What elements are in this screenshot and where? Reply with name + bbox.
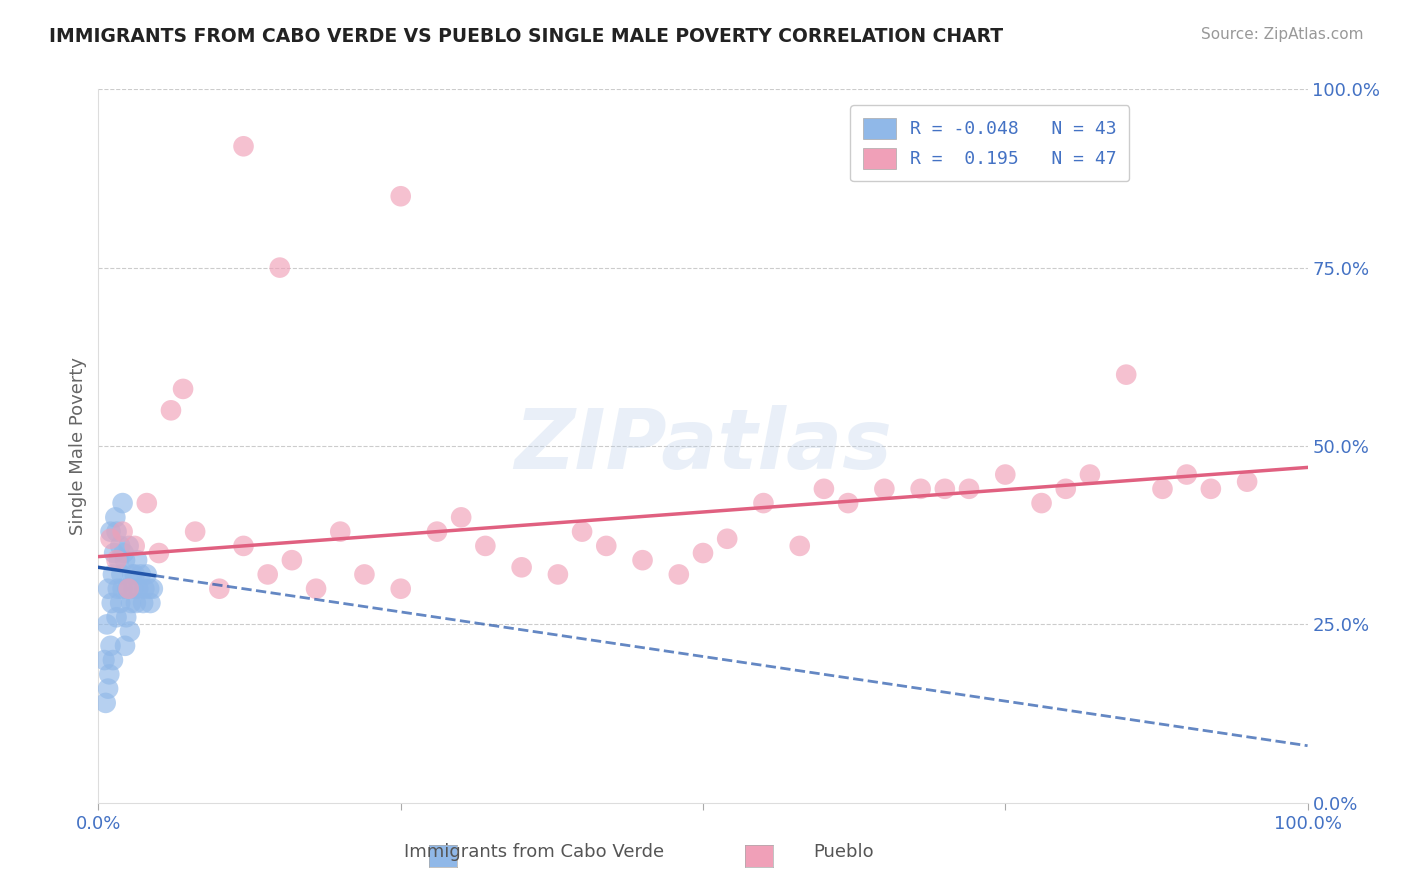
Point	[127, 582, 149, 596]
Point	[125, 596, 148, 610]
Point	[101, 653, 124, 667]
Point	[305, 582, 328, 596]
Point	[104, 510, 127, 524]
Point	[108, 539, 131, 553]
Point	[148, 546, 170, 560]
Point	[135, 567, 157, 582]
Point	[100, 532, 122, 546]
Point	[122, 582, 145, 596]
Point	[114, 639, 136, 653]
Point	[1199, 482, 1222, 496]
Point	[1175, 467, 1198, 482]
Point	[121, 567, 143, 582]
Point	[631, 553, 654, 567]
Text: Source: ZipAtlas.com: Source: ZipAtlas.com	[1201, 27, 1364, 42]
Point	[208, 582, 231, 596]
Point	[1031, 496, 1053, 510]
Point	[105, 610, 128, 624]
Point	[510, 560, 533, 574]
Point	[1152, 482, 1174, 496]
Point	[135, 496, 157, 510]
Point	[716, 532, 738, 546]
Point	[103, 546, 125, 560]
Point	[1054, 482, 1077, 496]
Point	[127, 553, 149, 567]
Point	[450, 510, 472, 524]
Point	[692, 546, 714, 560]
Point	[184, 524, 207, 539]
Text: Immigrants from Cabo Verde: Immigrants from Cabo Verde	[404, 843, 665, 861]
Point	[112, 546, 135, 560]
Point	[97, 582, 120, 596]
Point	[813, 482, 835, 496]
Point	[142, 582, 165, 596]
Point	[389, 189, 412, 203]
Point	[837, 496, 859, 510]
Point	[139, 596, 162, 610]
Point	[934, 482, 956, 496]
Point	[114, 553, 136, 567]
Point	[111, 582, 134, 596]
Point	[107, 582, 129, 596]
Point	[105, 524, 128, 539]
Point	[1115, 368, 1137, 382]
Point	[98, 667, 121, 681]
Point	[97, 681, 120, 696]
Point	[118, 624, 141, 639]
Point	[110, 567, 132, 582]
Point	[132, 596, 155, 610]
Point	[160, 403, 183, 417]
Point	[124, 539, 146, 553]
Point	[100, 596, 122, 610]
Point	[353, 567, 375, 582]
Point	[957, 482, 980, 496]
Legend: R = -0.048   N = 43, R =  0.195   N = 47: R = -0.048 N = 43, R = 0.195 N = 47	[851, 105, 1129, 181]
Point	[129, 567, 152, 582]
Point	[232, 139, 254, 153]
Point	[172, 382, 194, 396]
Point	[474, 539, 496, 553]
Point	[101, 567, 124, 582]
Point	[571, 524, 593, 539]
Point	[752, 496, 775, 510]
Point	[668, 567, 690, 582]
Point	[111, 524, 134, 539]
Point	[100, 639, 122, 653]
Point	[94, 696, 117, 710]
Point	[1236, 475, 1258, 489]
Point	[329, 524, 352, 539]
Y-axis label: Single Male Poverty: Single Male Poverty	[69, 357, 87, 535]
Point	[105, 553, 128, 567]
Point	[269, 260, 291, 275]
Point	[873, 482, 896, 496]
Point	[108, 596, 131, 610]
Point	[115, 610, 138, 624]
Point	[117, 582, 139, 596]
Point	[281, 553, 304, 567]
Point	[547, 567, 569, 582]
Point	[96, 617, 118, 632]
Point	[910, 482, 932, 496]
Text: Pueblo: Pueblo	[813, 843, 875, 861]
Point	[108, 553, 131, 567]
Point	[111, 496, 134, 510]
Point	[994, 467, 1017, 482]
Point	[232, 539, 254, 553]
Point	[124, 567, 146, 582]
Point	[595, 539, 617, 553]
Point	[120, 596, 142, 610]
Point	[118, 539, 141, 553]
Point	[93, 653, 115, 667]
Point	[134, 582, 156, 596]
Text: IMMIGRANTS FROM CABO VERDE VS PUEBLO SINGLE MALE POVERTY CORRELATION CHART: IMMIGRANTS FROM CABO VERDE VS PUEBLO SIN…	[49, 27, 1004, 45]
Point	[118, 582, 141, 596]
Point	[789, 539, 811, 553]
Point	[138, 582, 160, 596]
Point	[426, 524, 449, 539]
Point	[100, 524, 122, 539]
Point	[389, 582, 412, 596]
Text: ZIPatlas: ZIPatlas	[515, 406, 891, 486]
Point	[256, 567, 278, 582]
Point	[1078, 467, 1101, 482]
